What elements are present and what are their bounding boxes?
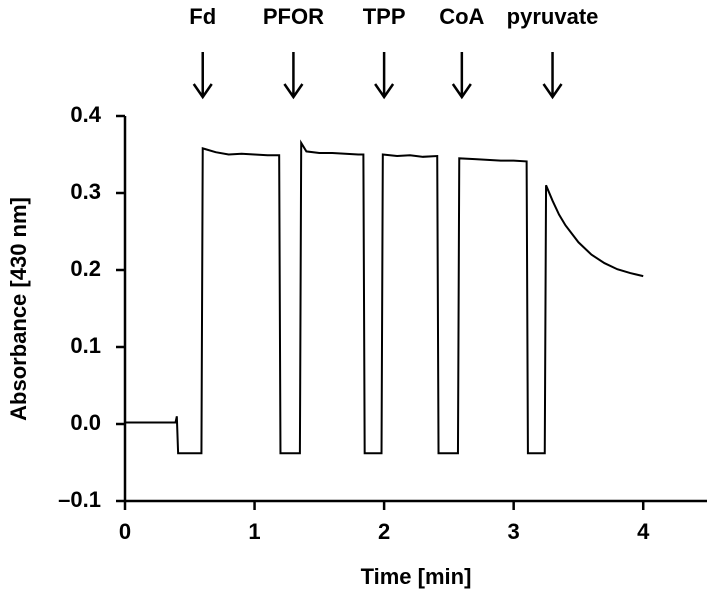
x-tick-label: 4	[637, 519, 650, 544]
y-axis-label: Absorbance [430 nm]	[6, 197, 31, 421]
y-tick-label: 0.4	[70, 102, 101, 127]
y-tick-label: –0.1	[58, 487, 101, 512]
data-line	[125, 139, 644, 455]
annotation-arrow	[542, 52, 563, 100]
x-tick-label: 1	[248, 519, 260, 544]
annotation-arrow	[451, 52, 472, 100]
annotation: pyruvate	[507, 4, 599, 29]
x-axis-label: Time [min]	[361, 564, 472, 589]
annotation: TPP	[363, 4, 406, 29]
annotation: PFOR	[263, 4, 324, 29]
annotation: CoA	[439, 4, 484, 29]
y-tick-label: 0.2	[70, 256, 101, 281]
annotation-arrow	[374, 52, 395, 100]
y-tick-label: 0.3	[70, 179, 101, 204]
annotation-arrow	[192, 52, 213, 100]
x-tick-label: 3	[508, 519, 520, 544]
annotation-arrow	[283, 52, 304, 100]
y-tick-label: 0.1	[70, 333, 101, 358]
x-tick-label: 0	[119, 519, 131, 544]
y-tick-label: 0.0	[70, 410, 101, 435]
x-tick-label: 2	[378, 519, 390, 544]
annotation: Fd	[189, 4, 216, 29]
